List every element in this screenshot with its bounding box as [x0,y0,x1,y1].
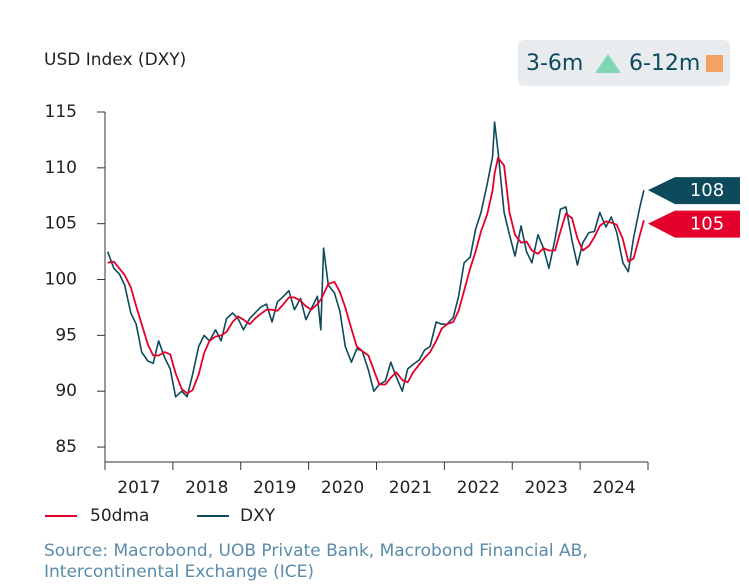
chart-title: USD Index (DXY) [44,50,186,70]
source: Source: Macrobond, UOB Private Bank, Mac… [44,541,588,561]
legend-label: 50dma [90,506,149,526]
x-tick-label: 2023 [525,478,568,498]
end-label-box [648,177,740,205]
y-tick-label: 85 [55,437,77,457]
series-line [106,121,645,398]
y-tick-label: 115 [45,102,77,122]
end-label: 108 [690,180,724,201]
y-tick-label: 105 [45,214,77,234]
x-tick-label: 2019 [253,478,296,498]
x-tick-label: 2021 [389,478,432,498]
y-tick-label: 110 [45,158,77,178]
x-tick-label: 2024 [592,478,635,498]
badge-triangle [595,54,621,73]
x-tick-label: 2022 [457,478,500,498]
y-tick-label: 100 [45,270,77,290]
badge-label: 3-6m [526,51,583,76]
legend-label: DXY [240,506,276,526]
source: Intercontinental Exchange (ICE) [44,562,314,582]
y-tick-label: 95 [55,325,77,345]
end-label: 105 [690,214,724,235]
x-tick-label: 2020 [321,478,364,498]
x-tick-label: 2018 [185,478,228,498]
badge-box [518,40,730,86]
badge-label: 6-12m [629,51,700,76]
x-tick-label: 2017 [117,478,160,498]
badge-square [706,55,723,72]
series-line [107,156,645,395]
end-label-box [648,210,740,238]
y-tick-label: 90 [55,381,77,401]
